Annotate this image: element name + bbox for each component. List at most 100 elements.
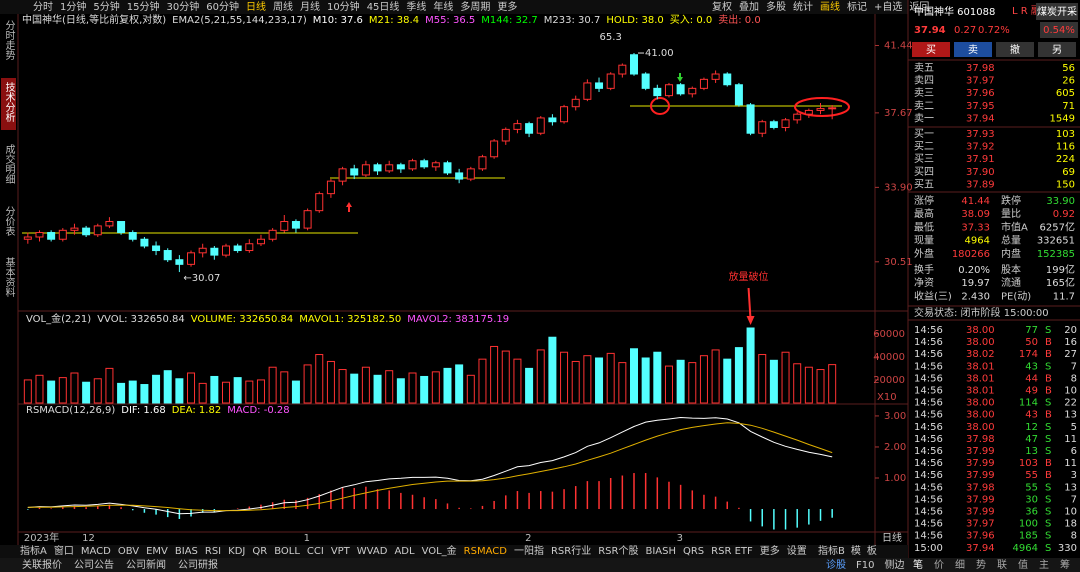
- side-tab[interactable]: 分价表: [3, 206, 15, 237]
- indicator-tab[interactable]: VOL_金: [422, 544, 457, 557]
- volume-bar: [385, 370, 394, 404]
- panel-tab[interactable]: 值: [1018, 558, 1028, 571]
- status-link[interactable]: 诊股: [826, 558, 846, 571]
- period-tab[interactable]: 分时: [33, 1, 53, 13]
- indicator-tab[interactable]: BIASH: [645, 546, 676, 557]
- indicator-tab[interactable]: RSR ETF: [711, 546, 753, 557]
- period-tab[interactable]: 多周期: [460, 0, 490, 13]
- candle-body: [443, 162, 452, 174]
- side-tab[interactable]: 基本资料: [3, 256, 15, 298]
- y-tick-label: 33.90: [884, 182, 913, 193]
- trade-button[interactable]: 另: [1052, 44, 1062, 56]
- indicator-legend: M144: 32.7: [481, 15, 538, 26]
- tool-button[interactable]: 统计: [793, 0, 813, 13]
- indicator-tab[interactable]: QRS: [683, 546, 704, 557]
- book-volume: 56: [1062, 63, 1075, 74]
- volume-bar: [210, 375, 219, 404]
- indicator-tab[interactable]: RSR个股: [598, 545, 638, 557]
- tool-button[interactable]: 复权: [712, 0, 732, 13]
- period-tab[interactable]: 周线: [273, 0, 293, 13]
- indicator-tab[interactable]: 指标B: [818, 544, 845, 557]
- side-tab[interactable]: 技术分析: [3, 81, 15, 123]
- tool-button[interactable]: 画线: [820, 0, 840, 13]
- indicator-tab[interactable]: 设置: [787, 545, 807, 557]
- tool-button[interactable]: 多股: [766, 0, 786, 13]
- indicator-tab[interactable]: 模: [851, 545, 861, 557]
- indicator-tab[interactable]: 板: [867, 544, 877, 557]
- indicator-tab[interactable]: CCI: [307, 546, 324, 557]
- status-link[interactable]: 公司新闻: [126, 558, 166, 571]
- candle-body: [688, 87, 697, 95]
- indicator-tab[interactable]: VPT: [331, 546, 351, 557]
- trade-side: B: [1045, 373, 1052, 384]
- trade-button[interactable]: 撤: [1010, 43, 1020, 56]
- indicator-tab[interactable]: OBV: [118, 546, 139, 557]
- trade-count: 7: [1071, 361, 1077, 372]
- indicator-tab[interactable]: QR: [252, 546, 267, 557]
- trade-count: 13: [1064, 410, 1077, 421]
- trade-volume: 55: [1025, 470, 1038, 481]
- tool-button[interactable]: 叠加: [739, 1, 759, 13]
- status-link[interactable]: 公司公告: [74, 558, 114, 571]
- panel-tab[interactable]: 价: [934, 559, 944, 571]
- indicator-tab[interactable]: RSMACD: [464, 546, 508, 557]
- period-tab[interactable]: 15分钟: [127, 0, 160, 13]
- volume-bar: [595, 357, 604, 404]
- trade-button[interactable]: 买: [926, 44, 936, 56]
- stat-label: 总量: [1001, 234, 1021, 247]
- status-link[interactable]: 公司研报: [178, 558, 218, 571]
- trade-price: 37.99: [966, 507, 995, 518]
- indicator-tab[interactable]: WVAD: [357, 546, 388, 557]
- period-tab[interactable]: 10分钟: [327, 0, 360, 13]
- panel-tab[interactable]: 筹: [1060, 558, 1070, 571]
- status-link[interactable]: 侧边: [884, 558, 904, 571]
- candle-body: [152, 245, 161, 252]
- tool-button[interactable]: 标记: [847, 1, 867, 13]
- indicator-tab[interactable]: RSR行业: [551, 544, 591, 557]
- stat-value: 332651: [1037, 236, 1075, 247]
- period-tab[interactable]: 年线: [433, 0, 453, 13]
- trade-button[interactable]: 卖: [968, 44, 978, 56]
- candle-body: [536, 117, 545, 134]
- side-tab[interactable]: 分时走势: [3, 20, 15, 61]
- trade-price: 37.96: [966, 531, 995, 542]
- indicator-tab[interactable]: KDJ: [228, 546, 245, 557]
- side-tab[interactable]: 成交明细: [3, 144, 15, 184]
- sector[interactable]: 煤炭开采: [1037, 5, 1077, 18]
- candle-body: [128, 232, 137, 240]
- status-link[interactable]: F10: [856, 560, 874, 571]
- annotation: 41.00: [645, 48, 674, 59]
- panel-tab[interactable]: 主: [1039, 559, 1049, 571]
- volume-bar: [58, 377, 67, 404]
- indicator-tab[interactable]: BIAS: [175, 546, 198, 557]
- candle-body: [233, 245, 242, 252]
- period-tab[interactable]: 更多: [497, 0, 517, 13]
- indicator-tab[interactable]: EMV: [146, 546, 168, 557]
- panel-tab[interactable]: 势: [976, 558, 986, 571]
- candle-body: [723, 73, 732, 86]
- indicator-tab[interactable]: MACD: [81, 546, 111, 557]
- indicator-tab[interactable]: 指标A: [20, 544, 47, 557]
- indicator-tab[interactable]: 更多: [760, 544, 780, 557]
- indicator-tab[interactable]: ADL: [394, 546, 415, 557]
- period-tab[interactable]: 日线: [246, 0, 266, 13]
- period-tab[interactable]: 45日线: [367, 0, 400, 13]
- indicator-tab[interactable]: RSI: [205, 546, 221, 557]
- period-tab[interactable]: 60分钟: [206, 0, 239, 13]
- tool-button[interactable]: +自选: [874, 0, 902, 13]
- indicator-tab[interactable]: BOLL: [274, 546, 300, 557]
- period-tab[interactable]: 月线: [300, 0, 320, 13]
- tool-button[interactable]: 返回: [909, 1, 929, 13]
- status-link[interactable]: 关联报价: [22, 558, 62, 571]
- candle-body: [303, 210, 312, 229]
- panel-tab[interactable]: 笔: [913, 558, 923, 571]
- period-tab[interactable]: 30分钟: [166, 0, 199, 13]
- indicator-tab[interactable]: 窗口: [54, 544, 74, 557]
- period-tab[interactable]: 季线: [406, 0, 426, 13]
- unit-label: X10: [877, 392, 897, 403]
- indicator-tab[interactable]: 一阳指: [514, 544, 544, 557]
- period-tab[interactable]: 5分钟: [93, 0, 119, 13]
- period-tab[interactable]: 1分钟: [60, 0, 86, 13]
- panel-tab[interactable]: 联: [997, 559, 1007, 571]
- panel-tab[interactable]: 细: [955, 558, 965, 571]
